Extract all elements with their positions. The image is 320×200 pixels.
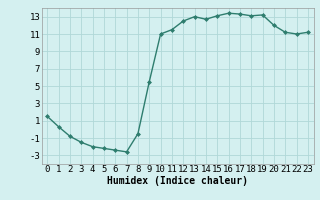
X-axis label: Humidex (Indice chaleur): Humidex (Indice chaleur) — [107, 176, 248, 186]
